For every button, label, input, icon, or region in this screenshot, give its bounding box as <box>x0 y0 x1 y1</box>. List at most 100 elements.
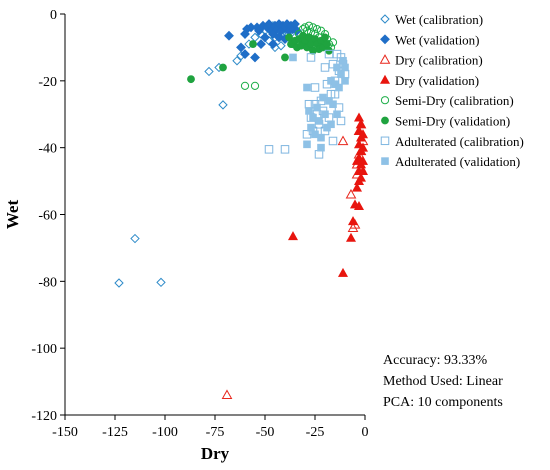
data-point <box>221 389 233 400</box>
legend-marker <box>380 136 390 146</box>
data-point <box>218 100 228 110</box>
data-point <box>321 33 329 42</box>
legend-entry-label: Wet (calibration) <box>395 12 483 27</box>
data-point <box>249 40 257 48</box>
data-point <box>324 49 334 59</box>
annotation-text: Accuracy: 93.33% <box>383 353 488 368</box>
data-point <box>303 83 311 92</box>
data-point <box>289 53 297 62</box>
y-axis-title: Wet <box>3 200 22 230</box>
data-point <box>351 155 363 165</box>
data-point <box>156 277 166 288</box>
x-axis-title: Dry <box>201 444 230 463</box>
data-point <box>321 110 329 119</box>
legend-marker <box>379 74 391 84</box>
legend-marker <box>380 96 390 105</box>
y-tick-label: -80 <box>38 275 57 290</box>
data-point <box>250 52 260 63</box>
data-point <box>219 63 227 72</box>
data-point <box>355 119 367 129</box>
data-point <box>336 116 346 126</box>
legend-marker <box>380 14 390 24</box>
data-point <box>357 142 369 152</box>
axes: -150 -125 -100 -75 -50 -25 0 0 -20 -40 -60 -80 -100 -… <box>3 8 369 463</box>
data-point <box>357 129 369 139</box>
data-point <box>264 145 274 154</box>
data-point <box>327 120 335 129</box>
x-tick-label: 0 <box>362 425 369 440</box>
legend-marker <box>381 157 389 165</box>
data-point <box>187 75 195 84</box>
annotation-text: PCA: 10 components <box>383 395 503 410</box>
y-tick-label: -120 <box>31 409 57 424</box>
y-tick-label: 0 <box>50 8 57 23</box>
legend-entry-label: Adulterated (validation) <box>395 154 520 169</box>
data-point <box>341 63 349 72</box>
data-point <box>310 83 320 92</box>
y-tick-label: -60 <box>38 209 57 224</box>
data-point <box>353 201 365 211</box>
data-point <box>314 150 324 159</box>
data-point <box>339 56 347 65</box>
annotations: Accuracy: 93.33% Method Used: Linear PCA: … <box>383 353 503 410</box>
legend-entry-label: Semi-Dry (calibration) <box>395 93 514 108</box>
data-point <box>329 100 337 109</box>
data-point <box>268 39 278 49</box>
data-point <box>256 39 266 49</box>
x-tick-label: -150 <box>52 425 78 440</box>
data-point <box>312 24 322 34</box>
legend-marker <box>379 54 391 64</box>
legend-marker <box>381 116 389 125</box>
data-point <box>345 232 357 242</box>
data-point <box>333 63 341 72</box>
data-point <box>260 32 270 43</box>
data-point <box>355 172 367 182</box>
x-tick-label: -50 <box>256 425 275 440</box>
data-point <box>347 216 359 226</box>
data-point <box>236 42 246 53</box>
y-tick-label: -20 <box>38 75 57 90</box>
data-point <box>304 99 314 109</box>
data-point <box>315 117 323 125</box>
x-tick-label: -100 <box>152 425 178 440</box>
data-marks <box>114 19 369 400</box>
legend: Wet (calibration) Wet (validation) Dry (ca… <box>379 12 524 169</box>
data-point <box>353 112 365 122</box>
data-point <box>240 81 250 90</box>
data-point <box>317 143 325 152</box>
data-point <box>224 30 234 41</box>
data-point <box>240 29 250 39</box>
data-point <box>307 123 315 132</box>
data-point <box>317 133 325 142</box>
data-point <box>130 233 140 244</box>
data-point <box>333 110 341 119</box>
annotation-text: Method Used: Linear <box>383 374 503 389</box>
legend-entry-label: Adulterated (calibration) <box>395 134 524 149</box>
data-point <box>250 81 260 90</box>
data-point <box>335 83 343 92</box>
data-point <box>204 66 214 77</box>
data-point <box>305 107 313 115</box>
x-tick-label: -75 <box>206 425 225 440</box>
legend-entry-label: Dry (validation) <box>395 73 479 88</box>
data-point <box>320 63 330 72</box>
data-point <box>240 49 250 60</box>
legend-entry-label: Wet (validation) <box>395 32 480 47</box>
data-point <box>337 70 345 78</box>
data-point <box>303 140 311 149</box>
data-point <box>280 145 290 154</box>
legend-entry-label: Dry (calibration) <box>395 53 483 68</box>
data-point <box>114 278 124 288</box>
data-point <box>341 77 349 85</box>
data-point <box>323 40 331 48</box>
data-point <box>357 155 369 165</box>
data-point <box>337 267 349 277</box>
data-point <box>281 53 289 62</box>
data-point <box>357 165 369 175</box>
y-tick-label: -100 <box>31 342 57 357</box>
data-point <box>276 41 286 51</box>
data-point <box>330 89 340 99</box>
y-tick-label: -40 <box>38 142 57 157</box>
